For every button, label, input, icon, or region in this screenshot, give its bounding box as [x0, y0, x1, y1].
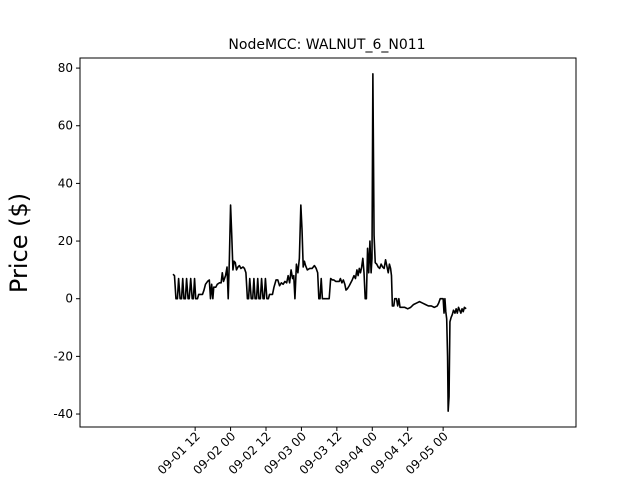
series-layer — [172, 73, 467, 412]
chart-title: NodeMCC: WALNUT_6_N011 — [228, 37, 425, 53]
series-line-0 — [172, 73, 467, 412]
y-tick-label: 60 — [58, 119, 73, 133]
y-tick-label: 80 — [58, 61, 73, 75]
y-tick-label: -40 — [53, 407, 73, 421]
y-tick-label: 20 — [58, 234, 73, 248]
y-tick-label: -20 — [53, 349, 73, 363]
y-tick-label: 0 — [65, 292, 73, 306]
y-ticks: -40 -20 0 20 40 60 80 — [53, 61, 80, 421]
y-axis-label: Price ($) — [5, 193, 33, 293]
plot-frame — [79, 57, 577, 428]
y-tick-label: 40 — [58, 176, 73, 190]
